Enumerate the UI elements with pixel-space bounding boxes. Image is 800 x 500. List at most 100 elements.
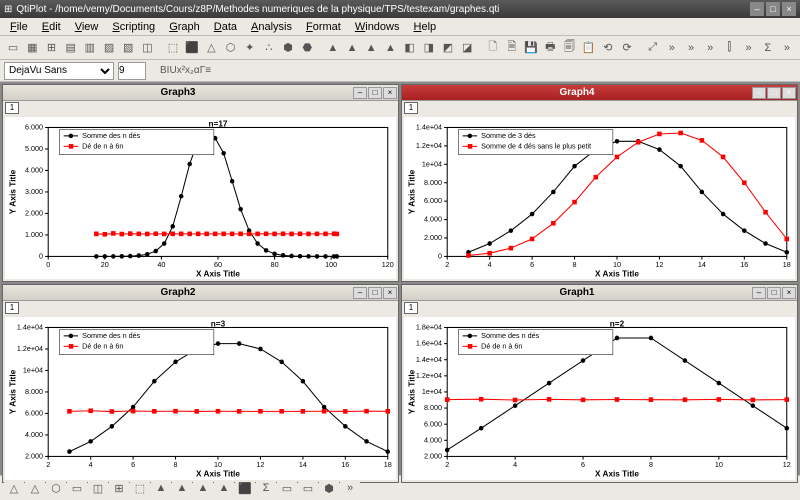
- bottom-btn-14[interactable]: ▭: [298, 478, 318, 498]
- toolbar-btn-21[interactable]: ◨: [420, 38, 438, 58]
- toolbar-btn-14[interactable]: ⬢: [279, 38, 297, 58]
- toolbar-btn-8[interactable]: ⬚: [164, 38, 182, 58]
- bottom-btn-10[interactable]: ▲: [214, 478, 234, 498]
- toolbar-btn-18[interactable]: ▲: [362, 38, 380, 58]
- bottom-btn-4[interactable]: ◫: [88, 478, 108, 498]
- toolbar-btn-13[interactable]: ∴: [260, 38, 278, 58]
- toolbar-btn-0[interactable]: ▭: [4, 38, 22, 58]
- bottom-btn-1[interactable]: △: [25, 478, 45, 498]
- bottom-btn-3[interactable]: ▭: [67, 478, 87, 498]
- maximize-button[interactable]: □: [766, 2, 780, 16]
- toolbar-btn-2[interactable]: ⊞: [42, 38, 60, 58]
- toolbar-btn-12[interactable]: ✦: [241, 38, 259, 58]
- fmt-btn-7[interactable]: ≡: [205, 65, 211, 76]
- fmt-btn-4[interactable]: x₂: [185, 65, 194, 76]
- menu-view[interactable]: View: [69, 20, 105, 34]
- graph-max-button[interactable]: □: [368, 287, 382, 299]
- toolbar-btn-35[interactable]: »: [701, 38, 719, 58]
- bottom-btn-11[interactable]: ⬛: [235, 478, 255, 498]
- toolbar-btn-39[interactable]: »: [778, 38, 796, 58]
- toolbar-btn-4[interactable]: ▥: [81, 38, 99, 58]
- toolbar-btn-15[interactable]: ⬣: [298, 38, 316, 58]
- bottom-btn-12[interactable]: Σ: [256, 478, 276, 498]
- fmt-btn-3[interactable]: x²: [177, 65, 185, 76]
- toolbar-btn-23[interactable]: ◪: [458, 38, 476, 58]
- graph-window-Graph3[interactable]: Graph3–□×1 02040608010012001.0002.0003.00…: [2, 84, 399, 282]
- toolbar-btn-34[interactable]: »: [682, 38, 700, 58]
- toolbar-btn-28[interactable]: 🗐: [560, 38, 578, 58]
- toolbar-btn-17[interactable]: ▲: [343, 38, 361, 58]
- menu-file[interactable]: File: [4, 20, 34, 34]
- graph-min-button[interactable]: –: [752, 87, 766, 99]
- fmt-btn-2[interactable]: U: [169, 65, 176, 76]
- toolbar-btn-19[interactable]: ▲: [381, 38, 399, 58]
- toolbar-btn-33[interactable]: »: [663, 38, 681, 58]
- graph-window-Graph1[interactable]: Graph1–□×1 246810122.0004.0006.0008.0001e…: [401, 284, 798, 482]
- toolbar-btn-1[interactable]: ▦: [23, 38, 41, 58]
- graph-titlebar[interactable]: Graph4–□×: [402, 85, 797, 101]
- graph-window-Graph4[interactable]: Graph4–□×1 2468101214161802.0004.0006.000…: [401, 84, 798, 282]
- menu-help[interactable]: Help: [408, 20, 443, 34]
- layer-button[interactable]: 1: [404, 102, 418, 114]
- toolbar-btn-38[interactable]: Σ: [759, 38, 777, 58]
- menu-format[interactable]: Format: [300, 20, 347, 34]
- toolbar-btn-22[interactable]: ◩: [439, 38, 457, 58]
- toolbar-btn-37[interactable]: »: [740, 38, 758, 58]
- font-select[interactable]: DejaVu Sans: [4, 62, 114, 80]
- toolbar-btn-29[interactable]: 📋: [580, 38, 598, 58]
- plot-canvas[interactable]: 02040608010012001.0002.0003.0004.0005.00…: [5, 117, 396, 279]
- bottom-btn-5[interactable]: ⊞: [109, 478, 129, 498]
- graph-max-button[interactable]: □: [767, 87, 781, 99]
- toolbar-btn-32[interactable]: ⤢: [644, 38, 662, 58]
- toolbar-btn-16[interactable]: ▲: [324, 38, 342, 58]
- bottom-btn-13[interactable]: ▭: [277, 478, 297, 498]
- toolbar-btn-9[interactable]: ⬛: [183, 38, 201, 58]
- bottom-btn-7[interactable]: ▲: [151, 478, 171, 498]
- menu-data[interactable]: Data: [208, 20, 243, 34]
- bottom-btn-6[interactable]: ⬚: [130, 478, 150, 498]
- close-button[interactable]: ×: [782, 2, 796, 16]
- bottom-btn-0[interactable]: △: [4, 478, 24, 498]
- bottom-btn-2[interactable]: ⬡: [46, 478, 66, 498]
- toolbar-btn-27[interactable]: 🖶: [541, 38, 559, 58]
- graph-window-Graph2[interactable]: Graph2–□×1 246810121416182.0004.0006.0008…: [2, 284, 399, 482]
- menu-graph[interactable]: Graph: [163, 20, 206, 34]
- toolbar-btn-6[interactable]: ▧: [119, 38, 137, 58]
- toolbar-btn-26[interactable]: 💾: [522, 38, 540, 58]
- menu-edit[interactable]: Edit: [36, 20, 67, 34]
- graph-close-button[interactable]: ×: [383, 87, 397, 99]
- menu-scripting[interactable]: Scripting: [106, 20, 161, 34]
- graph-min-button[interactable]: –: [353, 287, 367, 299]
- toolbar-btn-24[interactable]: 🗋: [484, 38, 502, 58]
- toolbar-btn-31[interactable]: ⟳: [618, 38, 636, 58]
- toolbar-btn-11[interactable]: ⬡: [221, 38, 239, 58]
- layer-button[interactable]: 1: [5, 302, 19, 314]
- menu-windows[interactable]: Windows: [349, 20, 406, 34]
- toolbar-btn-25[interactable]: 🗎: [503, 38, 521, 58]
- graph-titlebar[interactable]: Graph2–□×: [3, 285, 398, 301]
- graph-max-button[interactable]: □: [767, 287, 781, 299]
- graph-min-button[interactable]: –: [353, 87, 367, 99]
- bottom-btn-9[interactable]: ▲: [193, 478, 213, 498]
- toolbar-btn-7[interactable]: ◫: [138, 38, 156, 58]
- toolbar-btn-20[interactable]: ◧: [401, 38, 419, 58]
- toolbar-btn-30[interactable]: ⟲: [599, 38, 617, 58]
- layer-button[interactable]: 1: [404, 302, 418, 314]
- graph-max-button[interactable]: □: [368, 87, 382, 99]
- plot-canvas[interactable]: 2468101214161802.0004.0006.0008.0001e+04…: [404, 117, 795, 279]
- graph-titlebar[interactable]: Graph1–□×: [402, 285, 797, 301]
- toolbar-btn-5[interactable]: ▨: [100, 38, 118, 58]
- font-size-input[interactable]: [118, 62, 146, 80]
- plot-canvas[interactable]: 246810121416182.0004.0006.0008.0001e+041…: [5, 317, 396, 479]
- bottom-btn-16[interactable]: »: [340, 478, 360, 498]
- minimize-button[interactable]: –: [750, 2, 764, 16]
- plot-canvas[interactable]: 246810122.0004.0006.0008.0001e+041.2e+04…: [404, 317, 795, 479]
- bottom-btn-15[interactable]: ⬢: [319, 478, 339, 498]
- toolbar-btn-10[interactable]: △: [202, 38, 220, 58]
- layer-button[interactable]: 1: [5, 102, 19, 114]
- graph-min-button[interactable]: –: [752, 287, 766, 299]
- menu-analysis[interactable]: Analysis: [245, 20, 298, 34]
- graph-close-button[interactable]: ×: [782, 87, 796, 99]
- graph-titlebar[interactable]: Graph3–□×: [3, 85, 398, 101]
- toolbar-btn-3[interactable]: ▤: [62, 38, 80, 58]
